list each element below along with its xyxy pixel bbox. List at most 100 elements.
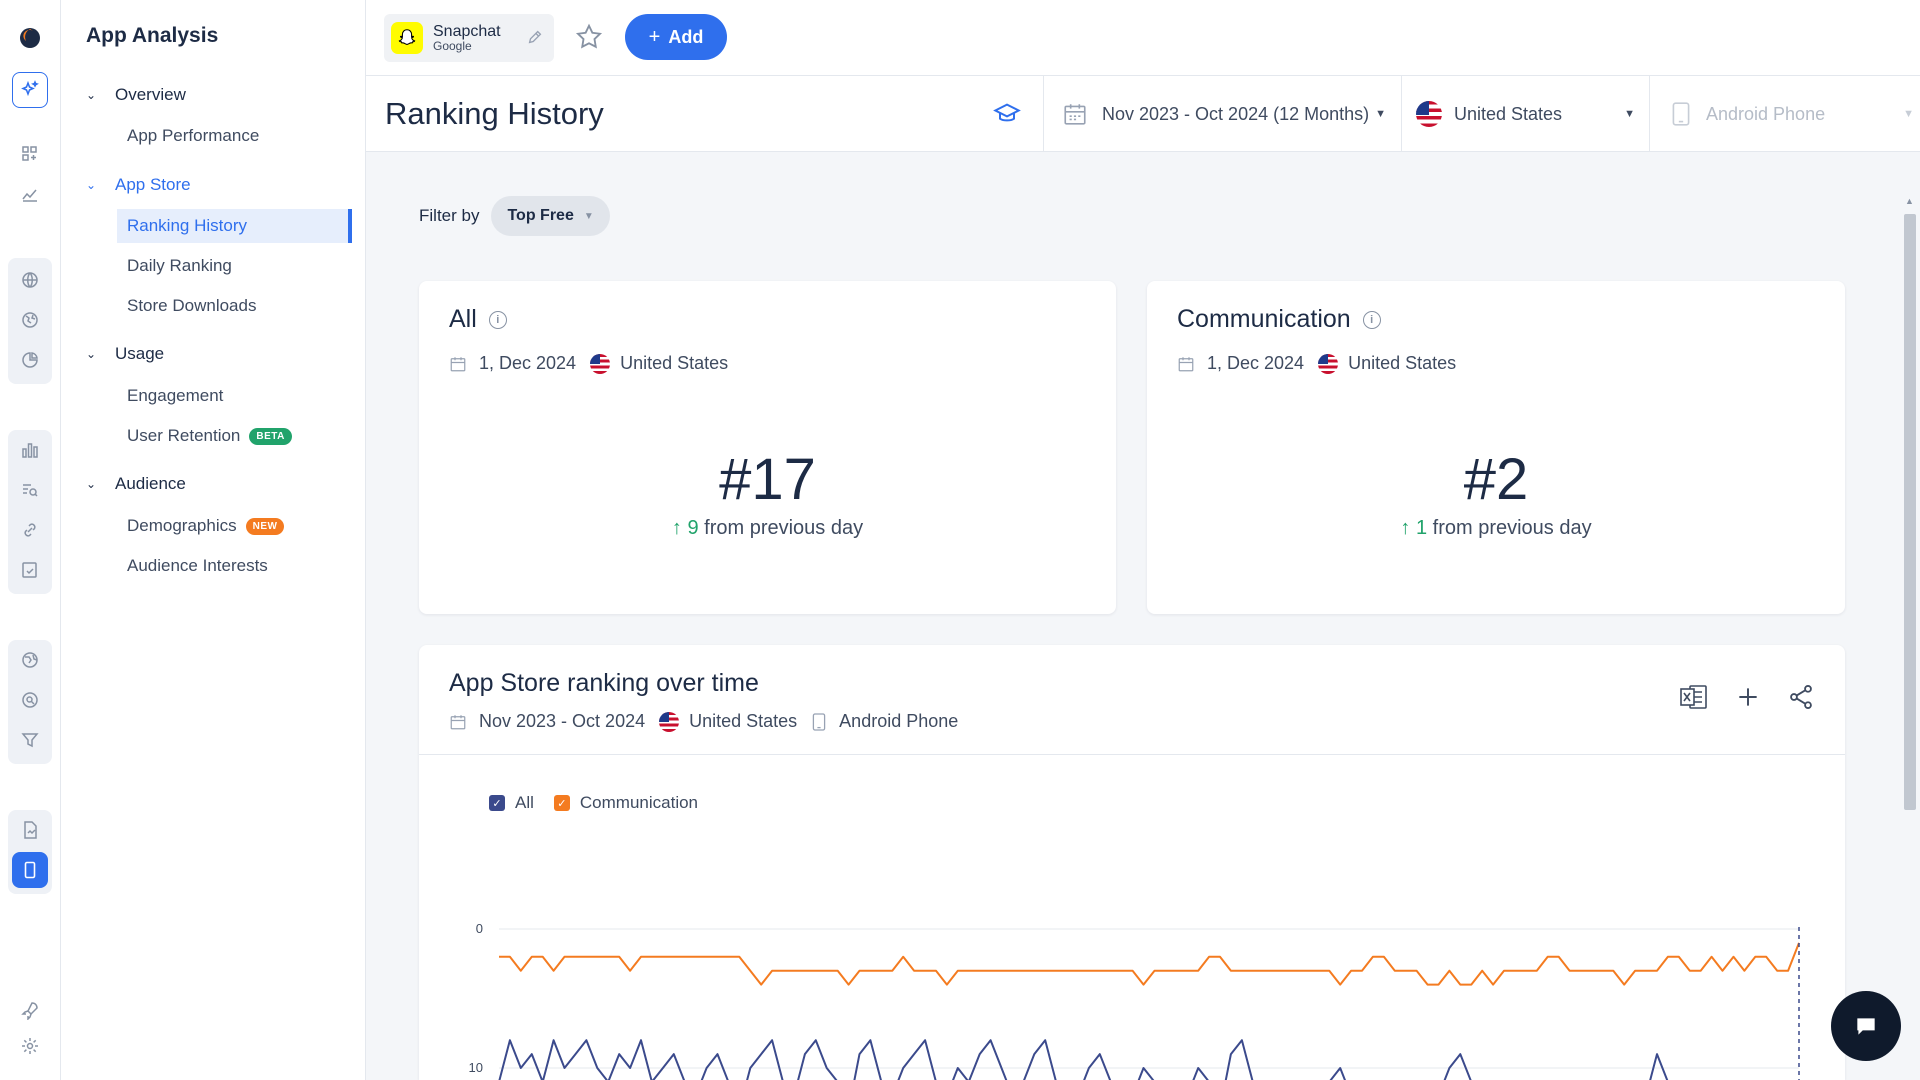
app-analysis-title: App Analysis [86,24,219,47]
rank-delta: ↑ 9 from previous day [419,517,1116,540]
chart-divider [419,754,1845,755]
delta-value: 9 [687,517,699,539]
keyword-search-icon[interactable] [12,472,48,508]
dashboard-icon[interactable] [12,136,48,172]
legend-checkbox-communication[interactable]: ✓ [553,795,570,811]
ai-sparkle-icon[interactable] [12,72,48,108]
settings-gear-icon[interactable] [12,1028,48,1064]
add-button[interactable]: + Add [625,14,727,60]
search-target-icon[interactable] [12,682,48,718]
chevron-down-icon: ⌄ [86,178,97,192]
chevron-down-icon: ⌄ [86,477,97,491]
nav-item-app-performance[interactable]: App Performance [127,126,260,145]
nav-item-audience-interests[interactable]: Audience Interests [127,556,268,575]
chart-title: App Store ranking over time [449,669,759,697]
delta-text: from previous day [704,517,864,539]
legend-label: All [515,793,534,812]
caret-down-icon: ▼ [1903,108,1914,120]
phone-app-icon[interactable] [12,852,48,888]
network-globe-icon[interactable] [12,642,48,678]
rail-group-market [8,258,52,384]
nav-item-engagement[interactable]: Engagement [127,386,224,405]
phone-icon [812,712,826,731]
scroll-up-icon[interactable]: ▲ [1905,196,1914,206]
rank-value: #17 [719,447,816,512]
app-selector[interactable]: Snapchat Google [384,14,554,62]
add-to-dashboard-icon[interactable] [1735,683,1761,711]
calendar-icon [450,714,466,729]
nav-section-label: Usage [115,344,165,363]
country-selector[interactable]: United States ▼ [1401,76,1649,152]
scrollbar-thumb[interactable] [1904,214,1916,810]
chat-support-button[interactable] [1831,991,1901,1061]
nav-section-overview[interactable]: ⌄ Overview [86,85,186,105]
nav-section-label: App Store [115,175,191,194]
card-country: United States [620,353,729,373]
nav-item-daily-ranking[interactable]: Daily Ranking [127,256,232,275]
pie-chart-icon[interactable] [12,342,48,378]
page-header: Ranking History Nov 2023 - Oct 2024 (12 … [366,76,1920,152]
y-tick-label: 10 [469,1060,483,1075]
chart-country: United States [689,711,798,731]
nav-item-label: Demographics [127,516,237,535]
world-map-icon[interactable] [12,302,48,338]
share-icon[interactable] [1787,683,1815,711]
rocket-icon[interactable] [12,992,48,1028]
nav-section-audience[interactable]: ⌄ Audience [86,474,186,494]
nav-section-app-store[interactable]: ⌄ App Store [86,175,191,195]
app-publisher: Google [433,39,472,54]
filter-value: Top Free [507,207,574,224]
y-tick-label: 0 [476,921,483,936]
nav-section-label: Overview [115,85,186,104]
rank-delta: ↑ 1 from previous day [1147,517,1845,540]
legend-checkbox-all[interactable]: ✓ [489,795,505,811]
app-name: Snapchat [433,22,501,40]
page-title: Ranking History [385,96,604,131]
brand-logo-icon[interactable] [18,26,42,50]
bar-chart-icon[interactable] [12,432,48,468]
chat-bubble-icon [1857,1018,1875,1035]
phone-icon [1672,102,1690,126]
link-icon[interactable] [12,512,48,548]
filter-bar: Filter by Top Free ▼ [419,196,610,236]
info-icon[interactable]: i [1362,310,1381,329]
globe-icon[interactable] [12,262,48,298]
funnel-icon[interactable] [12,722,48,758]
nav-item-user-retention[interactable]: User Retention BETA [117,419,352,453]
chevron-down-icon: ⌄ [86,88,97,102]
info-icon[interactable]: i [488,310,507,329]
chevron-down-icon: ⌄ [86,347,97,361]
card-country: United States [1348,353,1457,373]
report-icon[interactable] [12,812,48,848]
card-date: 1, Dec 2024 [479,353,577,373]
pencil-icon[interactable] [526,28,544,46]
nav-item-ranking-history[interactable]: Ranking History [117,209,352,243]
chart-date-range: Nov 2023 - Oct 2024 [479,711,646,731]
calendar-icon [450,356,466,371]
rank-value: #2 [1463,447,1529,512]
trend-icon[interactable] [12,176,48,212]
checklist-icon[interactable] [12,552,48,588]
caret-down-icon: ▼ [1624,108,1635,120]
device-value: Android Phone [1706,103,1826,124]
excel-export-icon[interactable] [1679,683,1709,711]
calendar-icon [1178,356,1194,371]
filter-label: Filter by [419,206,480,225]
card-date: 1, Dec 2024 [1207,353,1305,373]
nav-item-label: User Retention [127,426,241,445]
date-range-picker[interactable]: Nov 2023 - Oct 2024 (12 Months) ▼ [1043,76,1401,152]
icon-rail [0,0,61,1080]
filter-dropdown[interactable]: Top Free ▼ [491,196,610,236]
nav-section-usage[interactable]: ⌄ Usage [86,344,164,364]
device-selector[interactable]: Android Phone ▼ [1649,76,1920,152]
nav-item-store-downloads[interactable]: Store Downloads [127,296,257,315]
rank-card-all: All i 1, Dec 2024 United States #17 ↑ 9 … [419,281,1116,614]
top-bar: Snapchat Google + Add [366,0,1920,76]
ranking-chart-card: App Store ranking over time Nov 2023 - O… [419,645,1845,1080]
star-icon[interactable] [574,22,604,52]
scrollbar[interactable]: ▲ [1900,190,1920,1080]
new-badge: NEW [245,517,285,535]
card-title: All [449,305,477,333]
nav-item-demographics[interactable]: Demographics NEW [117,509,352,543]
graduation-cap-icon[interactable] [992,100,1022,128]
